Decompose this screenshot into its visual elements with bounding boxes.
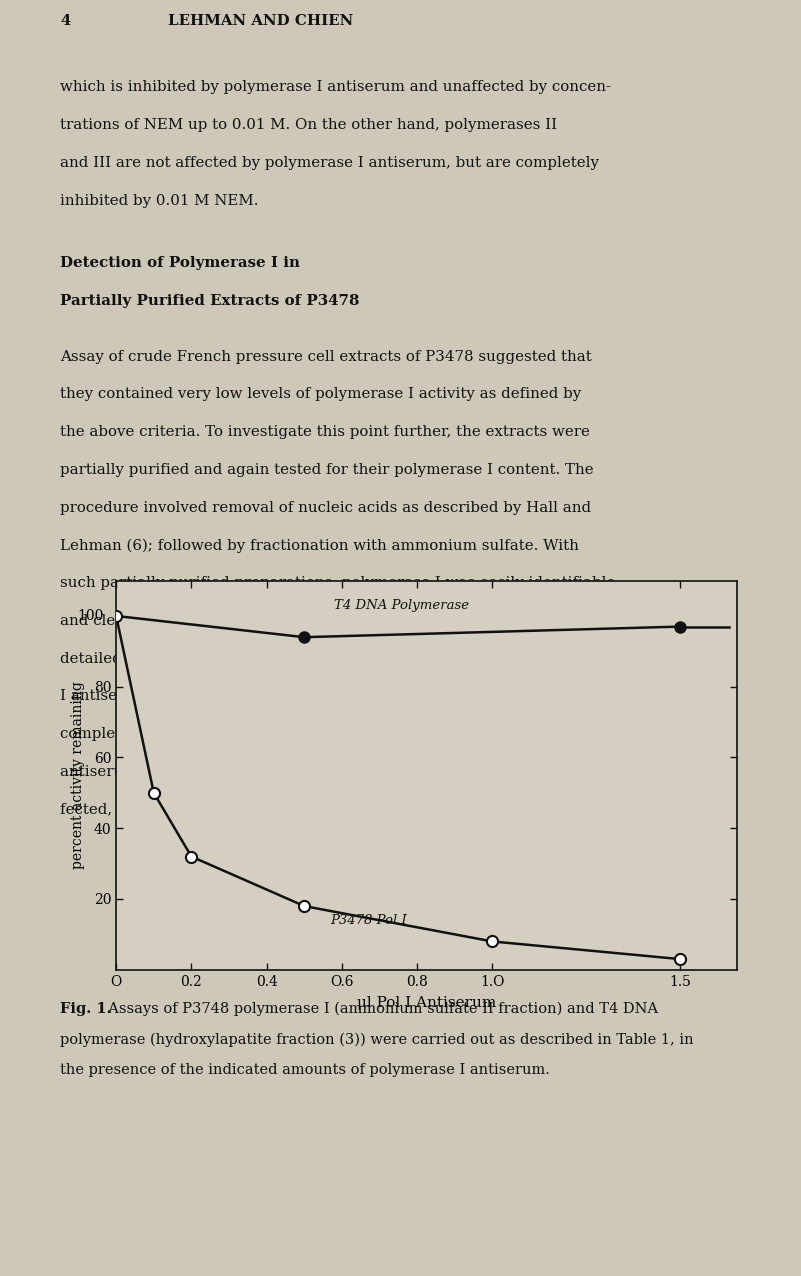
Text: fected, showing that the antiserum does not contain a nonspecific inhibi-: fected, showing that the antiserum does … — [60, 803, 618, 817]
Text: LEHMAN AND CHIEN: LEHMAN AND CHIEN — [168, 14, 353, 28]
Text: Partially Purified Extracts of P3478: Partially Purified Extracts of P3478 — [60, 295, 360, 309]
Text: the presence of the indicated amounts of polymerase I antiserum.: the presence of the indicated amounts of… — [60, 1063, 550, 1077]
Text: the above criteria. To investigate this point further, the extracts were: the above criteria. To investigate this … — [60, 425, 590, 439]
Text: 4: 4 — [60, 14, 70, 28]
Text: antiserum. On the other hand, T4 DNA polymerase is completely unaf-: antiserum. On the other hand, T4 DNA pol… — [60, 764, 599, 778]
Text: and clearly differentiated from polymerases II and III (Table 1). The: and clearly differentiated from polymera… — [60, 614, 579, 628]
Text: which is inhibited by polymerase I antiserum and unaffected by concen-: which is inhibited by polymerase I antis… — [60, 80, 611, 94]
Text: Assay of crude French pressure cell extracts of P3478 suggested that: Assay of crude French pressure cell extr… — [60, 350, 592, 364]
Text: P3478 Pol I: P3478 Pol I — [331, 914, 408, 926]
X-axis label: μl Pol I Antiserum: μl Pol I Antiserum — [357, 995, 496, 1009]
Text: trations of NEM up to 0.01 M. On the other hand, polymerases II: trations of NEM up to 0.01 M. On the oth… — [60, 119, 557, 133]
Text: Detection of Polymerase I in: Detection of Polymerase I in — [60, 256, 300, 271]
Text: and III are not affected by polymerase I antiserum, but are completely: and III are not affected by polymerase I… — [60, 156, 599, 170]
Y-axis label: percent activity remaining: percent activity remaining — [71, 681, 86, 869]
Text: they contained very low levels of polymerase I activity as defined by: they contained very low levels of polyme… — [60, 388, 582, 402]
Text: polymerase (hydroxylapatite fraction (3)) were carried out as described in Table: polymerase (hydroxylapatite fraction (3)… — [60, 1032, 694, 1046]
Text: Lehman (6); followed by fractionation with ammonium sulfate. With: Lehman (6); followed by fractionation wi… — [60, 538, 579, 553]
Text: T4 DNA Polymerase: T4 DNA Polymerase — [334, 598, 469, 612]
Text: inhibited by 0.01 M NEM.: inhibited by 0.01 M NEM. — [60, 194, 259, 208]
Text: Fig. 1.: Fig. 1. — [60, 1002, 111, 1016]
Text: such partially purified preparations, polymerase I was easily identifiable,: such partially purified preparations, po… — [60, 577, 620, 591]
Text: 100: 100 — [78, 609, 104, 623]
Text: procedure involved removal of nucleic acids as described by Hall and: procedure involved removal of nucleic ac… — [60, 500, 591, 514]
Text: I antiserum is shown in Fig. 1. The polymerase activity in P3478 is: I antiserum is shown in Fig. 1. The poly… — [60, 689, 570, 703]
Text: Assays of P3748 polymerase I (ammonium sulfate II fraction) and T4 DNA: Assays of P3748 polymerase I (ammonium s… — [99, 1002, 658, 1017]
Text: partially purified and again tested for their polymerase I content. The: partially purified and again tested for … — [60, 463, 594, 477]
Text: detailed response of the ammonium sulfate II fraction of polymerase: detailed response of the ammonium sulfat… — [60, 652, 585, 666]
Text: completely suppressed even by relatively low levels of polymerase I: completely suppressed even by relatively… — [60, 727, 578, 741]
